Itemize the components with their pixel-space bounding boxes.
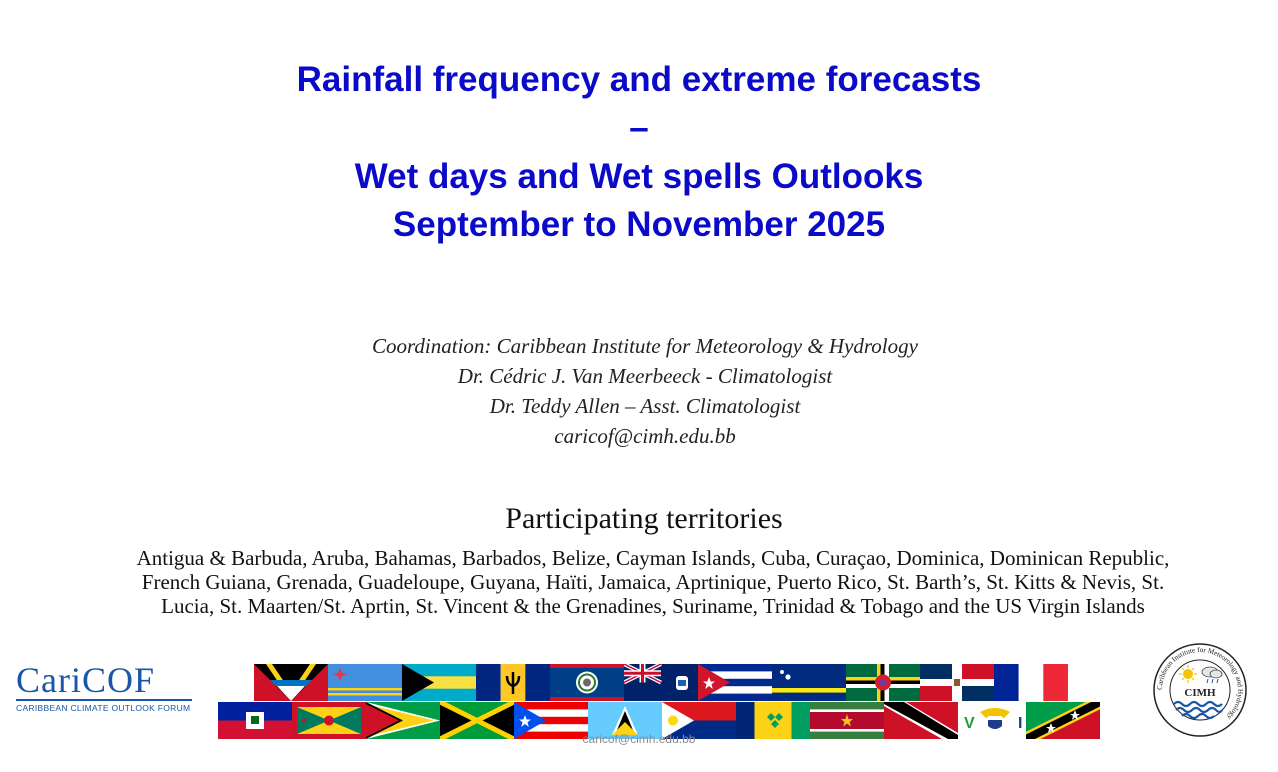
svg-text:I: I xyxy=(1018,715,1022,732)
cimh-center-text: CIMH xyxy=(1184,687,1216,699)
svg-text:V: V xyxy=(964,715,975,732)
flag-aruba xyxy=(328,664,402,701)
caricof-logo-rule xyxy=(16,699,192,701)
author-1: Dr. Cédric J. Van Meerbeeck - Climatolog… xyxy=(457,364,833,388)
flag-france xyxy=(994,664,1068,701)
footer-email: caricof@cimh.edu.bb xyxy=(582,732,696,746)
flag-antigua-and-barbuda xyxy=(254,664,328,701)
coordination-line: Coordination: Caribbean Institute for Me… xyxy=(372,334,918,358)
flag-barbados xyxy=(476,664,550,701)
participating-heading: Participating territories xyxy=(505,502,783,535)
flag-dominica xyxy=(846,664,920,701)
cimh-logo: Caribbean Institute for Meteorology and … xyxy=(1152,642,1248,738)
title-line-1: Rainfall frequency and extreme forecasts xyxy=(296,60,982,99)
caricof-logo-subtitle: CARIBBEAN CLIMATE OUTLOOK FORUM xyxy=(16,703,191,713)
caricof-logo-word: CariCOF xyxy=(16,660,156,700)
flag-bahamas xyxy=(402,664,476,701)
flag-st-maarten xyxy=(662,702,736,739)
flag-suriname xyxy=(810,702,884,739)
participating-list: Antigua & Barbuda, Aruba, Bahamas, Barba… xyxy=(136,546,1170,618)
flag-puerto-rico xyxy=(514,702,588,739)
title-line-2: – xyxy=(629,108,649,147)
flag-dominican-republic xyxy=(920,664,994,701)
flag-curacao xyxy=(772,664,846,701)
flag-haiti xyxy=(218,702,292,739)
flag-belize xyxy=(550,664,624,701)
flag-st-vincent xyxy=(736,702,810,739)
title-line-4: September to November 2025 xyxy=(392,205,886,244)
flag-cuba xyxy=(698,664,772,701)
flag-st-lucia xyxy=(588,702,662,739)
flag-guyana xyxy=(366,702,440,739)
author-2: Dr. Teddy Allen – Asst. Climatologist xyxy=(489,394,801,418)
title-line-3: Wet days and Wet spells Outlooks xyxy=(354,157,924,196)
caricof-logo: CariCOF CARIBBEAN CLIMATE OUTLOOK FORUM xyxy=(16,660,194,713)
flag-st-kitts-and-nevis xyxy=(1026,702,1100,739)
contact-email: caricof@cimh.edu.bb xyxy=(554,424,736,448)
flag-trinidad-and-tobago xyxy=(884,702,958,739)
flag-cayman-islands xyxy=(624,664,698,701)
flag-jamaica xyxy=(440,702,514,739)
flag-grenada xyxy=(292,702,366,739)
